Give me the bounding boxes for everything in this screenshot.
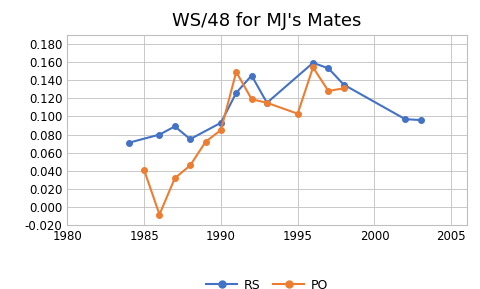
RS bbox=[187, 137, 192, 141]
RS bbox=[171, 125, 177, 128]
Line: PO: PO bbox=[141, 65, 346, 217]
PO bbox=[233, 70, 239, 74]
RS bbox=[126, 141, 132, 144]
PO bbox=[264, 101, 269, 105]
PO bbox=[310, 66, 315, 69]
RS bbox=[264, 101, 269, 105]
RS bbox=[340, 83, 346, 86]
PO bbox=[202, 140, 208, 144]
RS bbox=[217, 121, 223, 125]
PO bbox=[294, 112, 300, 115]
RS bbox=[417, 118, 422, 122]
PO bbox=[156, 213, 162, 216]
RS bbox=[248, 74, 254, 77]
RS bbox=[401, 117, 407, 121]
RS bbox=[233, 91, 239, 95]
RS bbox=[325, 66, 331, 70]
PO bbox=[187, 164, 192, 167]
Line: RS: RS bbox=[126, 60, 422, 146]
Title: WS/48 for MJ's Mates: WS/48 for MJ's Mates bbox=[172, 12, 361, 30]
PO bbox=[248, 97, 254, 101]
PO bbox=[325, 89, 331, 93]
PO bbox=[141, 168, 147, 172]
Legend: RS, PO: RS, PO bbox=[201, 274, 332, 289]
RS bbox=[156, 133, 162, 136]
PO bbox=[217, 128, 223, 132]
PO bbox=[171, 177, 177, 180]
PO bbox=[340, 86, 346, 90]
RS bbox=[310, 61, 315, 64]
